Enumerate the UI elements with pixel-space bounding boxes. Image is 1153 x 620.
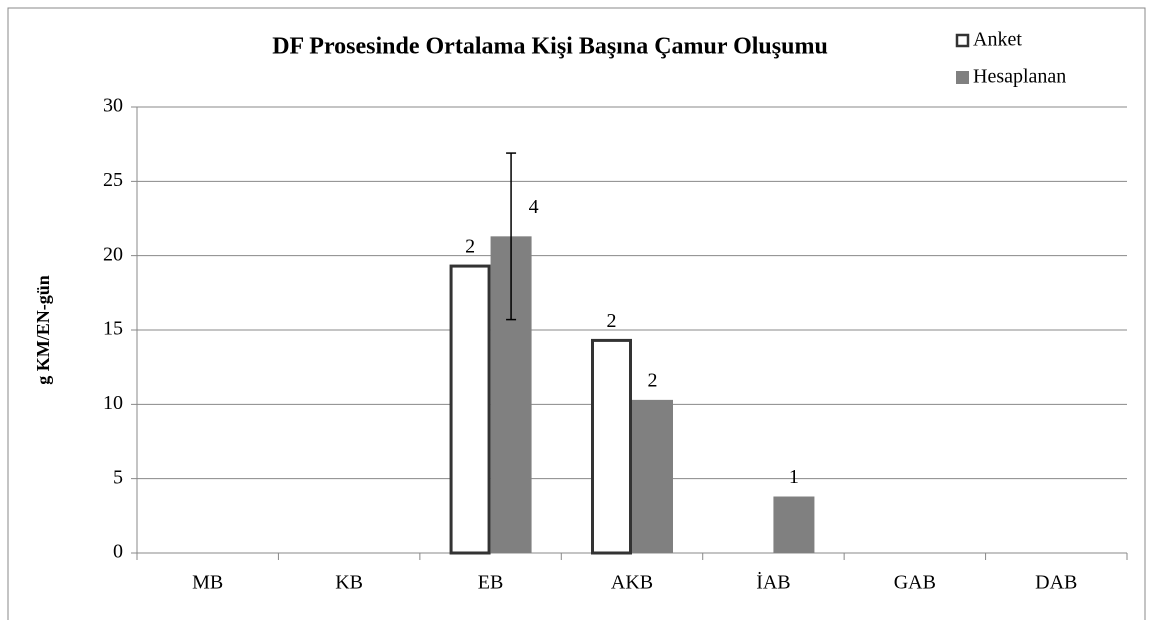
- y-tick-label: 5: [113, 466, 123, 488]
- legend-marker: [956, 71, 969, 84]
- x-tick-label: EB: [478, 572, 504, 594]
- x-tick-label: DAB: [1035, 572, 1077, 594]
- y-tick-label: 25: [103, 169, 123, 191]
- x-tick-label: İAB: [756, 571, 790, 594]
- bar: [632, 399, 673, 553]
- error-bar: [506, 152, 517, 321]
- x-tick-label: AKB: [611, 572, 653, 594]
- data-label: 2: [607, 310, 617, 332]
- y-tick-label: 15: [103, 318, 123, 340]
- data-label: 1: [789, 466, 799, 488]
- legend-label: Anket: [973, 29, 1022, 51]
- legend-label: Hesaplanan: [973, 66, 1066, 88]
- bar: [449, 264, 491, 555]
- data-label: 4: [529, 196, 539, 218]
- y-tick-label: 10: [103, 392, 123, 414]
- data-label: 2: [648, 369, 658, 391]
- x-tick-label: GAB: [894, 572, 936, 594]
- data-label: 2: [465, 236, 475, 258]
- y-tick-label: 0: [113, 541, 123, 563]
- y-tick-label: 30: [103, 95, 123, 117]
- bar: [773, 496, 815, 553]
- chart-frame: [7, 7, 1146, 620]
- y-axis-label: g KM/EN-gün: [33, 275, 53, 385]
- bar: [591, 338, 632, 555]
- legend-marker: [955, 33, 970, 48]
- chart-title: DF Prosesinde Ortalama Kişi Başına Çamur…: [272, 34, 828, 60]
- y-tick-label: 20: [103, 243, 123, 265]
- x-tick-label: KB: [335, 572, 363, 594]
- x-tick-label: MB: [192, 572, 223, 594]
